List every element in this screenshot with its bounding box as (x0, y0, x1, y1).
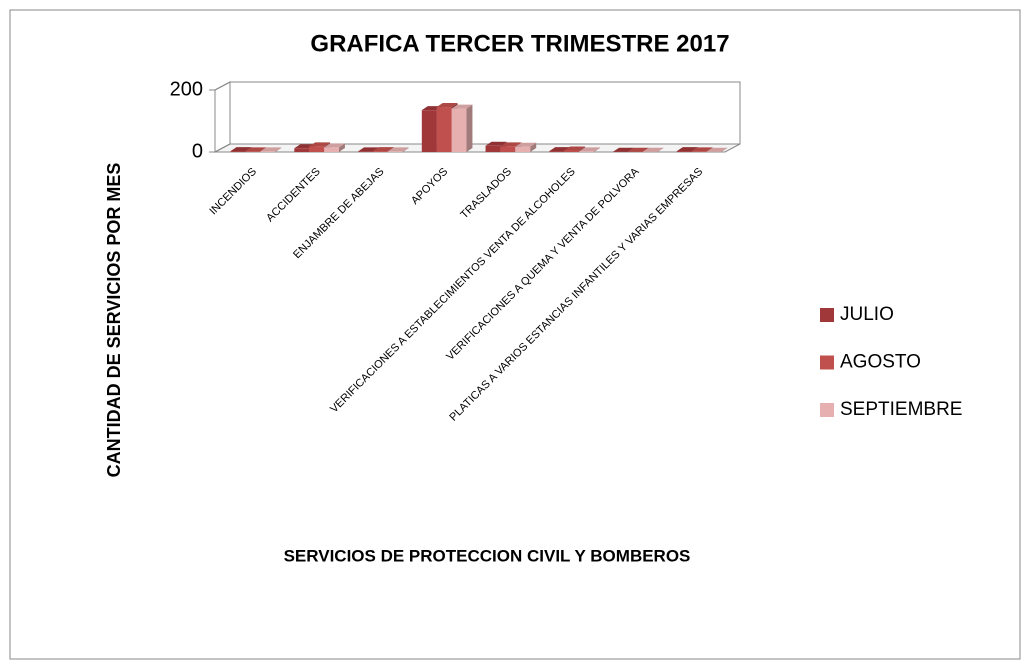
bar-top (579, 147, 600, 152)
bar-side (275, 147, 282, 152)
bar-side (593, 147, 600, 152)
bar-top (451, 104, 473, 109)
bar-side (338, 143, 345, 152)
bar (436, 107, 452, 152)
bar-top (358, 147, 379, 152)
bar (358, 151, 373, 152)
bar (230, 151, 246, 152)
bar-top (387, 147, 409, 152)
bar-top (309, 142, 331, 147)
bar-top (245, 147, 267, 152)
grid-line (209, 143, 740, 153)
grid-line (209, 81, 740, 91)
bar-top (627, 147, 649, 152)
bar-side (466, 104, 473, 152)
bar (421, 110, 437, 152)
bar-top (372, 147, 394, 152)
bar (485, 145, 501, 152)
bar-side (402, 147, 409, 152)
bar (260, 151, 276, 152)
bar (372, 151, 388, 152)
bar (451, 108, 467, 152)
bar-side (657, 147, 664, 152)
bar (691, 151, 707, 152)
legend-label: JULIO (840, 304, 894, 325)
bar (500, 146, 516, 152)
bar-top (324, 143, 345, 148)
bar-top (676, 147, 698, 152)
legend-label: AGOSTO (840, 352, 921, 373)
bar-top (642, 147, 664, 152)
bar-top (691, 147, 713, 152)
bar (387, 151, 403, 152)
legend-swatch (820, 355, 834, 370)
bar-top (230, 147, 252, 152)
bar (245, 151, 261, 152)
bar-top (515, 142, 537, 147)
legend-swatch (820, 308, 834, 322)
bar (564, 150, 580, 152)
bar (515, 146, 531, 152)
y-tick-label: 200 (170, 78, 203, 100)
x-axis-title: SERVICIOS DE PROTECCION CIVIL Y BOMBEROS (284, 546, 691, 565)
bar (309, 146, 325, 152)
y-axis-title: CANTIDAD DE SERVICIOS POR MES (104, 163, 124, 478)
bar-top (500, 142, 522, 147)
bar-top (564, 146, 586, 151)
bar-top (260, 147, 282, 152)
bar (676, 151, 692, 152)
y-tick-label: 0 (192, 140, 203, 162)
bar-top (485, 141, 507, 146)
bar-top (436, 103, 458, 108)
bar-top (613, 147, 634, 152)
legend-label: SEPTIEMBRE (840, 399, 962, 420)
bar (549, 151, 565, 152)
bar (579, 151, 594, 152)
legend-swatch (820, 403, 834, 417)
bar-top (706, 147, 728, 152)
bar (324, 147, 339, 152)
chart-border (9, 9, 1021, 660)
bar-side (530, 142, 537, 152)
bar (294, 148, 310, 152)
bar-side (721, 147, 728, 152)
chart-title: GRAFICA TERCER TRIMESTRE 2017 (310, 30, 729, 57)
